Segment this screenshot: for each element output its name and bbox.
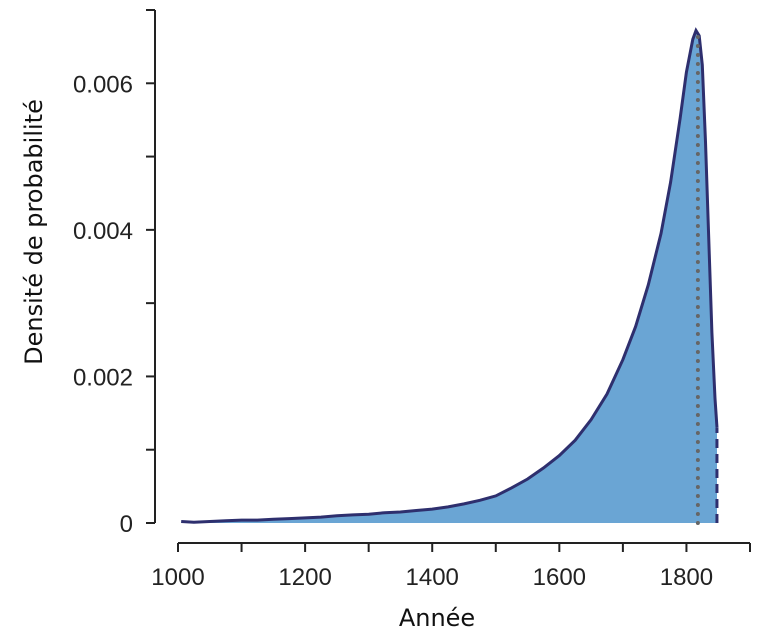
density-curve	[181, 27, 719, 524]
x-axis: 1000 1200 1400 1600 1800	[151, 542, 751, 591]
reference-lines	[695, 31, 719, 525]
plot-area	[181, 27, 719, 525]
y-tick-label: 0.004	[73, 218, 133, 245]
y-axis-title: Densité de probabilité	[20, 99, 48, 365]
y-tick-label: 0.006	[73, 71, 133, 98]
x-tick-label: 1000	[151, 564, 204, 591]
x-tick-label: 1800	[660, 564, 713, 591]
x-axis-title: Année	[399, 604, 475, 632]
x-tick-label: 1400	[406, 564, 459, 591]
x-tick-label: 1200	[278, 564, 331, 591]
density-area	[181, 30, 717, 523]
x-tick-label: 1600	[533, 564, 586, 591]
y-tick-label: 0.002	[73, 364, 133, 391]
y-axis: 0 0.002 0.004 0.006	[73, 9, 156, 538]
y-tick-label: 0	[120, 511, 133, 538]
